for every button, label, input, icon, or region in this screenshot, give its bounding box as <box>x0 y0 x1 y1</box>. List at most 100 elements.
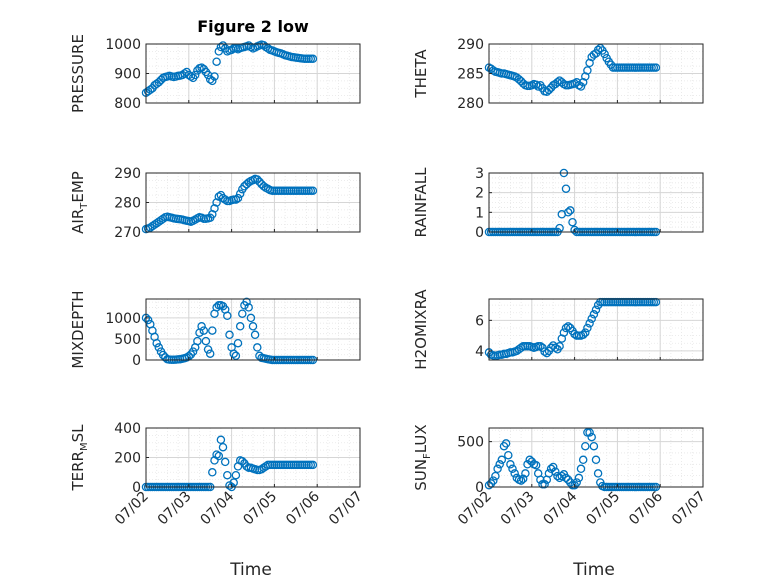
figure-title: Figure 2 low <box>197 17 309 36</box>
data-point <box>246 313 256 323</box>
data-point <box>244 178 253 187</box>
data-point <box>225 330 234 340</box>
data-point <box>563 322 573 331</box>
data-point <box>576 82 586 91</box>
y-axis-label: PRESSURE <box>69 34 87 113</box>
data-point <box>651 63 661 72</box>
data-point <box>152 338 161 348</box>
data-point <box>231 470 241 480</box>
data-point <box>156 215 166 225</box>
data-point <box>508 464 517 474</box>
y-axis-label: RAINFALL <box>412 167 430 238</box>
data-point <box>521 469 530 478</box>
data-point <box>257 465 266 474</box>
data-point <box>225 481 234 490</box>
data-point <box>184 70 194 80</box>
data-point <box>235 189 245 198</box>
y-tick-label: 280 <box>114 196 141 212</box>
y-tick-label: 2 <box>475 186 484 202</box>
x-axis-label-right: Time <box>572 560 615 580</box>
y-tick-label: 1000 <box>105 37 141 53</box>
data-point <box>154 343 164 352</box>
subplot-h2omixra: 4 6 H2OMIXRA <box>412 289 704 370</box>
y-tick-label: 0 <box>475 480 484 496</box>
data-point <box>568 217 577 227</box>
data-point <box>486 64 496 74</box>
data-point <box>238 309 247 318</box>
data-point <box>501 439 511 448</box>
data-point <box>578 455 588 465</box>
data-point <box>308 186 318 195</box>
data-point <box>203 345 213 354</box>
data-point <box>506 460 515 469</box>
data-point <box>143 86 153 96</box>
data-point <box>555 342 564 351</box>
y-tick-label: 0 <box>132 353 141 369</box>
data-point <box>557 471 567 481</box>
data-point <box>581 328 590 337</box>
data-point <box>250 330 260 340</box>
data-point <box>186 72 196 81</box>
data-point <box>600 49 609 59</box>
y-tick-label: 4 <box>475 344 484 360</box>
data-point <box>190 70 200 80</box>
data-point <box>308 460 318 470</box>
data-point <box>587 432 596 442</box>
data-point <box>593 469 603 478</box>
data-point <box>536 342 545 351</box>
data-point <box>210 72 219 81</box>
data-point <box>205 75 215 84</box>
data-point <box>578 330 588 340</box>
data-point <box>238 456 247 466</box>
data-point <box>548 462 558 472</box>
data-point <box>540 480 549 489</box>
data-point <box>208 326 217 335</box>
data-point <box>563 208 573 217</box>
plot-area <box>489 173 703 232</box>
data-point <box>214 451 224 461</box>
y-tick-label: 290 <box>114 166 141 182</box>
subplot-mixdepth: 0 500 1000 MIXDEPTH <box>69 290 361 369</box>
data-point <box>504 450 513 460</box>
data-point <box>578 78 588 87</box>
data-point <box>497 455 507 465</box>
data-point <box>495 460 504 469</box>
data-point <box>561 473 571 483</box>
data-point <box>308 54 318 64</box>
axes-box <box>488 427 704 488</box>
axes-box <box>145 298 361 361</box>
data-point <box>531 460 541 470</box>
data-point <box>544 85 554 95</box>
data-point <box>561 184 571 193</box>
data-point <box>216 435 226 445</box>
data-point <box>536 475 545 484</box>
y-tick-label: 280 <box>457 96 484 112</box>
data-point <box>220 457 230 467</box>
y-axis-label: THETA <box>412 49 430 99</box>
data-point <box>210 456 219 465</box>
data-point <box>233 338 243 348</box>
data-point <box>518 474 528 484</box>
y-tick-label: 0 <box>475 225 484 241</box>
data-point <box>493 464 502 474</box>
data-point <box>589 441 599 451</box>
data-point <box>566 206 575 215</box>
y-axis-label: AIRTEMP <box>69 171 90 234</box>
data-point <box>576 464 586 474</box>
subplot-air_temp: 270 280 290 AIRTEMP <box>69 166 361 241</box>
data-point <box>593 45 603 55</box>
subplot-theta: 280 285 290 THETA <box>412 37 704 112</box>
y-tick-label: 1 <box>475 205 484 221</box>
x-axis-label-left: Time <box>229 560 272 580</box>
data-point <box>231 351 241 361</box>
data-point <box>143 315 153 325</box>
data-point <box>150 220 159 229</box>
y-axis-label: TERRMSL <box>69 424 90 492</box>
data-point <box>581 441 590 451</box>
data-point <box>546 464 556 474</box>
data-point <box>489 476 498 485</box>
data-point <box>542 348 552 358</box>
data-point <box>218 442 228 452</box>
data-point <box>231 195 241 204</box>
